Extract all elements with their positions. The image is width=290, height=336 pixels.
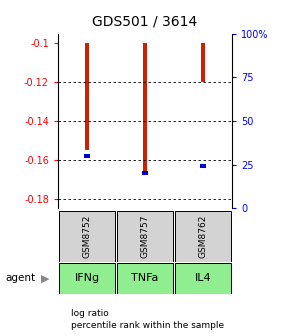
Bar bbox=[59, 211, 115, 261]
Bar bbox=[117, 211, 173, 261]
Bar bbox=[59, 263, 115, 294]
Text: IL4: IL4 bbox=[195, 274, 211, 283]
Text: agent: agent bbox=[6, 273, 36, 283]
Bar bbox=[84, 154, 90, 158]
Text: TNFa: TNFa bbox=[131, 274, 159, 283]
Text: IFNg: IFNg bbox=[75, 274, 99, 283]
Bar bbox=[143, 43, 147, 173]
Bar bbox=[85, 43, 89, 150]
Text: GSM8752: GSM8752 bbox=[82, 214, 92, 258]
Text: GDS501 / 3614: GDS501 / 3614 bbox=[93, 15, 197, 29]
Text: ▶: ▶ bbox=[41, 273, 49, 283]
Bar bbox=[175, 211, 231, 261]
Bar bbox=[142, 171, 148, 175]
Text: GSM8757: GSM8757 bbox=[140, 214, 150, 258]
Bar bbox=[117, 263, 173, 294]
Bar bbox=[200, 164, 206, 168]
Text: percentile rank within the sample: percentile rank within the sample bbox=[71, 321, 224, 330]
Bar bbox=[175, 263, 231, 294]
Text: GSM8762: GSM8762 bbox=[198, 214, 208, 258]
Text: log ratio: log ratio bbox=[71, 309, 109, 318]
Bar bbox=[201, 43, 205, 82]
